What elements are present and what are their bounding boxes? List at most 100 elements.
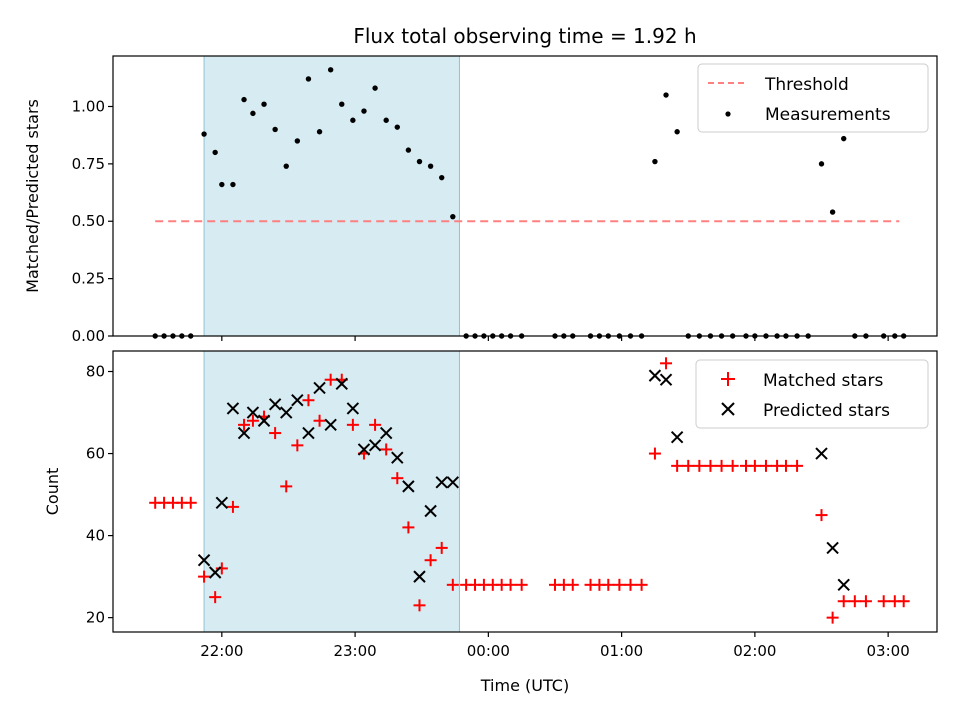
y-axis-ticks-bottom: 20 40 60 80 [86,363,113,627]
measurement-point [327,67,334,73]
predicted-star-point [197,554,211,567]
matched-star-point [859,595,872,608]
y-axis-label-top: Matched/Predicted stars [23,99,42,293]
matched-star-point [380,443,393,456]
matched-star-point [402,521,415,534]
measurement-point [241,96,247,103]
matched-star-point [226,500,239,513]
matched-star-point [313,414,326,427]
matched-star-point [837,595,850,608]
matched-star-point [648,447,661,460]
matched-star-point [715,459,728,472]
ratio-panel: 0.00 0.25 0.50 0.75 1.00 Matched/Predicted s… [23,55,938,345]
predicted-star-point [335,377,348,391]
legend-top: Threshold Measurements [697,63,929,133]
matched-star-point [515,578,528,591]
plot-frame-bottom [112,350,938,633]
predicted-star-point [402,480,415,493]
measurement-point [829,209,836,215]
plot-frame-top [112,55,938,337]
observing-window-shade [203,350,460,633]
measurement-point [350,117,356,123]
predicted-star-point [435,476,448,489]
observing-window-shade [203,55,460,337]
predicted-star-point [424,504,437,518]
y-tick-label: 0.25 [72,270,105,288]
x-tick-label: 03:00 [867,642,910,660]
matched-star-point [897,595,910,608]
matched-star-point [726,459,739,472]
predicted-star-point [346,402,360,415]
legend-matched-swatch [721,372,735,386]
matched-star-point [779,459,792,472]
matched-star-point [660,357,673,370]
matched-star-point [435,541,448,554]
predicted-star-point [648,369,662,382]
measurement-point [439,174,445,181]
predicted-star-point [837,578,850,592]
measurement-point [316,129,323,135]
predicted-star-point [379,426,393,440]
predicted-star-point [280,406,293,419]
measurement-point [383,117,389,123]
y-tick-label: 0.00 [72,327,105,345]
predicted-star-point [826,541,839,555]
matched-star-point [613,578,626,591]
measurement-point [450,213,456,220]
matched-star-point [791,459,804,472]
predicted-star-point [226,402,240,415]
y-axis-ticks-top: 0.00 0.25 0.50 0.75 1.00 [72,97,113,345]
matched-star-point [391,472,404,485]
chart-title: Flux total observing time = 1.92 h [353,24,696,48]
x-tick-label: 23:00 [333,642,376,660]
legend-threshold-label: Threshold [764,75,849,95]
legend-predicted-swatch [721,402,735,416]
matched-star-point [759,459,772,472]
predicted-star-point [391,451,404,464]
predicted-star-point [670,430,684,444]
legend-measurement-swatch [725,111,731,117]
y-axis-label-bottom: Count [43,468,62,516]
y-tick-label: 0.75 [72,155,105,173]
measurement-point [283,163,289,169]
matched-star-point [302,394,315,407]
predicted-star-point [237,426,251,440]
measurement-point [212,149,218,156]
measurement-point [361,108,367,114]
measurement-point [818,161,825,167]
y-tick-label: 80 [86,363,105,381]
matched-star-point [446,578,459,591]
predicted-star-point [208,566,222,579]
x-tick-label: 00:00 [467,642,510,660]
measurement-point [250,110,256,117]
legend-measurements-label: Measurements [765,105,891,125]
legend-box [697,63,929,133]
matched-star-point [671,459,684,472]
measurement-point [405,147,412,153]
predicted-star-point [246,406,260,419]
matched-star-point [198,570,211,583]
matched-star-point [346,418,359,431]
legend-bottom: Matched stars Predicted stars [695,359,929,429]
measurement-point [427,163,434,169]
y-tick-label: 60 [86,445,105,463]
measurement-point [416,158,423,165]
x-tick-label: 22:00 [200,642,243,660]
measurement-point [230,181,236,188]
predicted-star-point [268,398,282,411]
matched-star-point [602,578,615,591]
x-axis-ticks-bottom: 22:00 23:00 00:00 01:00 02:00 03:00 [200,632,910,660]
y-tick-label: 40 [86,527,105,545]
predicted-star-point [324,418,337,432]
measurement-point [339,101,345,107]
matched-star-point [682,459,695,472]
matched-star-point [704,459,717,472]
matched-star-point [748,459,761,472]
matched-star-point [693,459,706,472]
measurement-point [219,181,225,188]
measurement-point [201,131,207,137]
matched-star-point [877,595,890,608]
x-axis-label: Time (UTC) [480,676,569,695]
